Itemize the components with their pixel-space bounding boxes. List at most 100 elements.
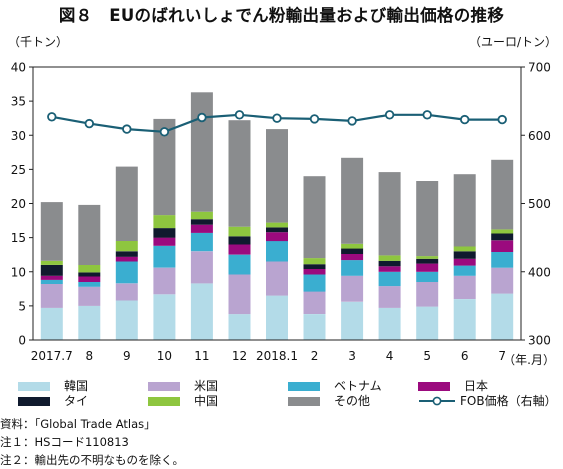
y-left-tick-label: 35 [11, 95, 26, 109]
y-left-tick-label: 20 [11, 197, 26, 211]
legend-swatch [418, 382, 450, 391]
y-right-tick-label: 500 [528, 197, 551, 211]
legend-label: その他 [334, 394, 371, 408]
chart-legend: 韓国 米国 ベトナム 日本 タイ 中国 その他 FOB価格（右軸） [18, 379, 563, 409]
bar-segment [378, 255, 401, 261]
note-source: 資料：「Global Trade Atlas」 [0, 417, 156, 431]
fob-price-point [384, 110, 395, 120]
fob-price-point [347, 116, 357, 126]
bar-segment [190, 251, 213, 284]
x-tick-label: 9 [123, 349, 131, 363]
bar-segment [266, 129, 288, 223]
bar-segment [78, 282, 101, 287]
bar-segment [416, 181, 439, 257]
bar-segment [115, 256, 138, 262]
bar-segment [228, 226, 251, 237]
bar-segment [190, 224, 213, 233]
bar-segment [115, 261, 138, 284]
x-tick-label: 5 [423, 349, 431, 363]
y-left-unit: （千トン） [8, 35, 69, 49]
x-tick-label: 2 [311, 349, 319, 363]
bar-segment [115, 241, 138, 252]
bar-segment [78, 272, 101, 277]
bar-segment [378, 286, 401, 308]
bar-segment [491, 293, 514, 340]
fob-price-point [234, 110, 245, 120]
bar-segment [228, 314, 251, 340]
bar-segment [453, 251, 476, 259]
fob-price-point [272, 113, 282, 123]
bar-segment [341, 243, 364, 249]
bar-segment [266, 232, 288, 242]
bar-segment [341, 301, 364, 340]
legend-label: 中国 [194, 394, 219, 408]
bar-segment [303, 314, 326, 340]
fob-price-point [460, 114, 470, 125]
bar-segment [303, 274, 326, 292]
bar-segment [153, 228, 176, 238]
bar-segment [416, 256, 439, 259]
bar-segment [378, 266, 401, 272]
legend-label: 米国 [194, 379, 219, 393]
bar-segment [153, 118, 176, 216]
bar-segment [341, 260, 364, 276]
bar-segment [40, 202, 63, 261]
bar-segment [491, 233, 514, 241]
bar-segment [453, 265, 476, 276]
y-right-unit: （ユーロ/トン） [468, 35, 557, 49]
x-tick-label: 6 [461, 349, 469, 363]
bar-segment [491, 229, 514, 234]
fob-price-point [197, 112, 207, 123]
y-right-tick-label: 600 [528, 129, 551, 143]
y-left-tick-label: 5 [18, 299, 26, 313]
x-tick-label: 7 [498, 349, 506, 363]
fob-price-point [122, 124, 132, 134]
bar-segment [266, 295, 288, 340]
bar-segment [40, 260, 63, 265]
bar-segment [491, 252, 514, 268]
bar-segment [40, 284, 63, 308]
bar-segment [115, 251, 138, 257]
y-left-tick-label: 0 [18, 334, 26, 348]
bar-segment [228, 274, 251, 315]
legend-line-marker [419, 396, 455, 406]
bar-segment [453, 299, 476, 340]
bar-segment [190, 92, 213, 212]
bar-segment [378, 307, 401, 340]
legend-label: タイ [64, 394, 89, 408]
bar-segment [491, 267, 514, 294]
y-right-tick-label: 300 [528, 334, 551, 348]
bar-segment [228, 254, 251, 275]
x-axis-unit: （年.月） [503, 353, 555, 367]
bar-segment [228, 244, 251, 255]
bar-segment [303, 264, 326, 269]
bar-segment [78, 286, 101, 306]
bar-segment [78, 204, 101, 265]
bar-segment [228, 236, 251, 245]
legend-swatch [18, 397, 50, 406]
bar-segment [341, 157, 364, 244]
bar-segment [40, 279, 63, 284]
y-left-tick-label: 25 [11, 163, 26, 177]
y-right-tick-label: 700 [528, 61, 551, 75]
fob-price-point [497, 114, 507, 125]
bar-segment [416, 306, 439, 340]
bar-segment [341, 275, 364, 302]
bar-segment [266, 227, 288, 233]
bar-segment [341, 254, 364, 261]
bar-segment [115, 166, 138, 241]
bar-segment [416, 263, 439, 272]
legend-label: 韓国 [64, 379, 89, 393]
bar-segment [303, 258, 326, 265]
bar-segment [378, 172, 401, 256]
bar-segment [303, 269, 326, 275]
note-exclusion: 注２：輸出先の不明なものを除く。 [0, 453, 184, 467]
x-tick-label: 10 [157, 349, 172, 363]
chart-title: 図８ EUのばれいしょでん粉輸出量および輸出価格の推移 [58, 6, 505, 25]
bar-segment [40, 275, 63, 280]
bar-segment [78, 305, 101, 340]
legend-swatch [288, 382, 320, 391]
bar-segment [153, 267, 176, 295]
notes: 資料：「Global Trade Atlas」 注１：HSコード110813 注… [0, 415, 184, 469]
bar-segment [190, 283, 213, 340]
